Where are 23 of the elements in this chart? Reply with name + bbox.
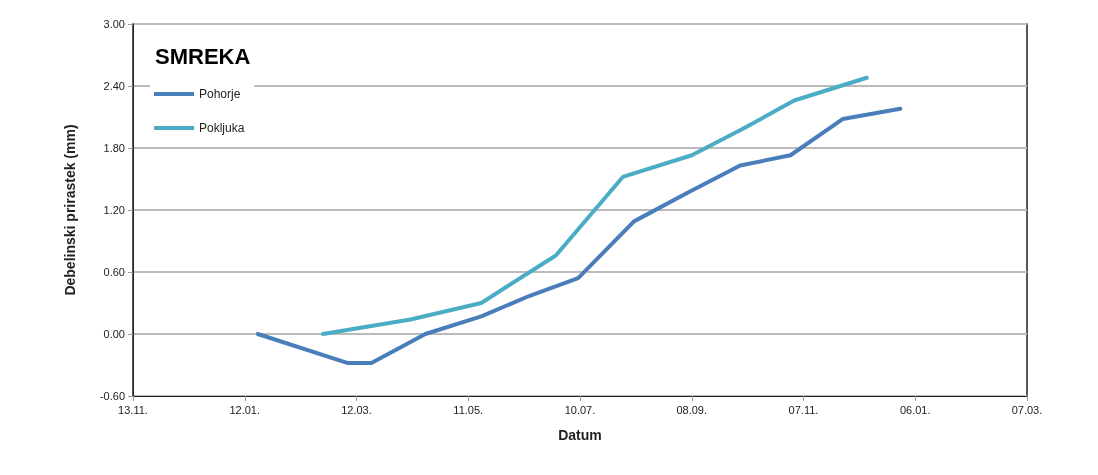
x-tick-label: 11.05.: [453, 403, 484, 416]
legend-label: Pokljuka: [199, 121, 245, 135]
x-tick-label: 12.03.: [341, 403, 372, 416]
x-tick-label: 13.11.: [118, 403, 148, 416]
x-tick-label: 08.09.: [676, 403, 708, 416]
y-tick-label: -0.60: [99, 390, 125, 402]
x-tick-label: 07.11.: [788, 403, 819, 416]
y-tick-label: 0.00: [103, 328, 125, 340]
x-tick-label: 06.01.: [899, 403, 931, 416]
x-tick-label: 10.07.: [564, 403, 596, 416]
y-tick-label: 1.20: [103, 204, 125, 216]
y-tick-label: 3.00: [103, 18, 125, 30]
line-series: [255, 106, 903, 365]
text: SMREKA: [155, 43, 251, 69]
x-tick-label: 12.01.: [229, 403, 261, 416]
legend-label: Pohorje: [199, 87, 241, 101]
x-axis-title: Datum: [558, 427, 602, 443]
y-tick-label: 1.80: [103, 142, 125, 154]
y-tick-label: 0.60: [103, 266, 125, 278]
y-axis-title: Debelinski prirastek (mm): [62, 124, 78, 296]
y-tick-label: 2.40: [103, 80, 125, 92]
x-tick-label: 07.03.: [1011, 403, 1043, 416]
line-series: [320, 75, 869, 336]
